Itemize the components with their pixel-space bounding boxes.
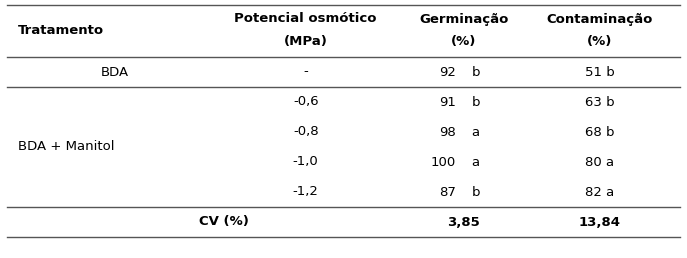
Text: b: b <box>471 186 480 198</box>
Text: 13,84: 13,84 <box>578 215 620 229</box>
Text: BDA: BDA <box>101 66 129 78</box>
Text: 3,85: 3,85 <box>447 215 480 229</box>
Text: 68 b: 68 b <box>585 125 614 139</box>
Text: 82 a: 82 a <box>585 186 614 198</box>
Text: a: a <box>472 156 480 168</box>
Text: b: b <box>471 95 480 109</box>
Text: a: a <box>472 125 480 139</box>
Text: 51 b: 51 b <box>585 66 614 78</box>
Text: BDA + Manitol: BDA + Manitol <box>18 141 114 154</box>
Text: 92: 92 <box>439 66 455 78</box>
Text: (%): (%) <box>451 35 476 47</box>
Text: -: - <box>304 66 308 78</box>
Text: 63 b: 63 b <box>585 95 614 109</box>
Text: (MPa): (MPa) <box>284 35 328 47</box>
Text: 91: 91 <box>439 95 455 109</box>
Text: 98: 98 <box>439 125 455 139</box>
Text: 87: 87 <box>439 186 455 198</box>
Text: Germinação: Germinação <box>419 12 508 26</box>
Text: -0,8: -0,8 <box>293 125 319 139</box>
Text: -1,2: -1,2 <box>293 186 319 198</box>
Text: Tratamento: Tratamento <box>18 25 104 37</box>
Text: Contaminação: Contaminação <box>546 12 653 26</box>
Text: -0,6: -0,6 <box>293 95 319 109</box>
Text: 80 a: 80 a <box>585 156 614 168</box>
Text: Potencial osmótico: Potencial osmótico <box>234 12 377 26</box>
Text: (%): (%) <box>587 35 612 47</box>
Text: -1,0: -1,0 <box>293 156 319 168</box>
Text: 100: 100 <box>431 156 455 168</box>
Text: CV (%): CV (%) <box>199 215 249 229</box>
Text: b: b <box>471 66 480 78</box>
